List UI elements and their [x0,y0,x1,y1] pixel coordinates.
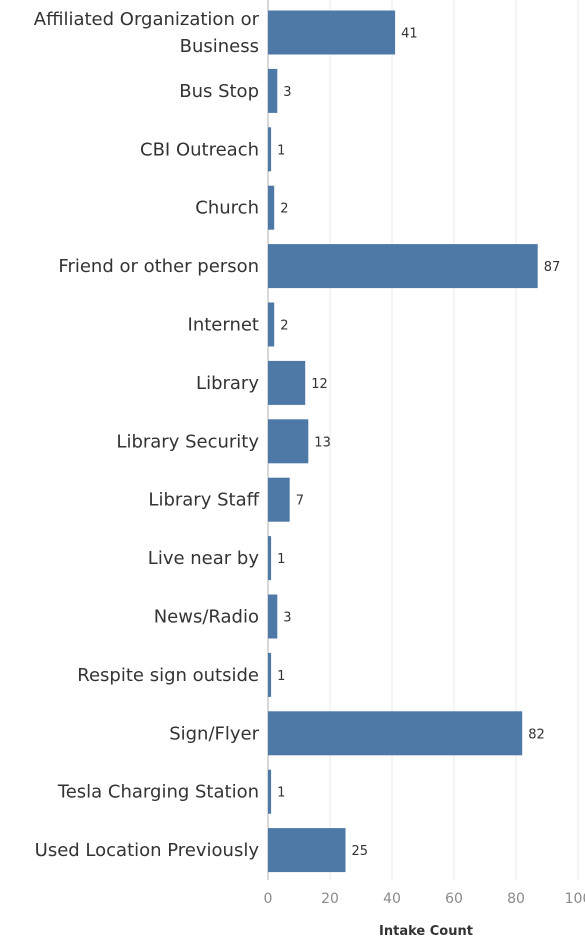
bar [268,594,278,639]
category-label: Library [196,373,259,394]
x-axis-ticks: 0 20 40 60 80 100 [264,891,585,907]
x-axis-title: Intake Count [379,924,473,936]
category-label: Live near by [148,548,260,569]
bar [268,711,523,756]
x-tick-label: 40 [383,891,401,907]
data-label: 3 [283,611,291,626]
data-label: 1 [277,669,285,684]
category-label: Library Security [116,431,259,452]
category-label: Bus Stop [179,81,259,102]
category-label: Internet [188,315,259,336]
data-label: 1 [277,143,285,158]
bar [268,769,272,814]
data-label: 2 [280,202,288,217]
bar [268,360,306,405]
category-label: Friend or other person [58,256,259,277]
bar [268,477,290,522]
data-label: 82 [528,727,545,742]
category-labels: Affiliated Organization or Business Bus St… [34,9,260,861]
bar [268,828,346,873]
x-tick-label: 0 [264,891,273,907]
bar [268,127,272,172]
data-label: 2 [280,319,288,334]
x-tick-label: 20 [321,891,339,907]
category-label: Sign/Flyer [169,723,259,744]
category-label: Used Location Previously [35,840,260,861]
bar [268,419,309,464]
data-label: 87 [544,260,561,275]
x-tick-label: 100 [565,891,585,907]
data-label: 25 [352,844,369,859]
x-tick-label: 80 [507,891,525,907]
bars [268,10,538,873]
data-label: 13 [314,435,331,450]
category-label: CBI Outreach [140,139,259,160]
data-label: 3 [283,85,291,100]
x-tick-label: 60 [445,891,463,907]
category-label: Tesla Charging Station [57,782,259,803]
bar [268,244,538,289]
bar [268,652,272,697]
category-label: Church [195,198,259,219]
category-label: Library Staff [148,490,259,511]
category-label: Business [180,36,259,57]
data-label: 1 [277,552,285,567]
data-label: 7 [296,494,304,509]
data-label: 12 [311,377,328,392]
category-label: Affiliated Organization or [34,9,260,30]
bar [268,536,272,581]
bar [268,302,275,347]
data-label: 41 [401,27,418,42]
bar [268,10,396,55]
category-label: Respite sign outside [77,665,259,686]
category-label: News/Radio [154,607,259,628]
bar [268,185,275,230]
bar [268,68,278,113]
data-label: 1 [277,786,285,801]
